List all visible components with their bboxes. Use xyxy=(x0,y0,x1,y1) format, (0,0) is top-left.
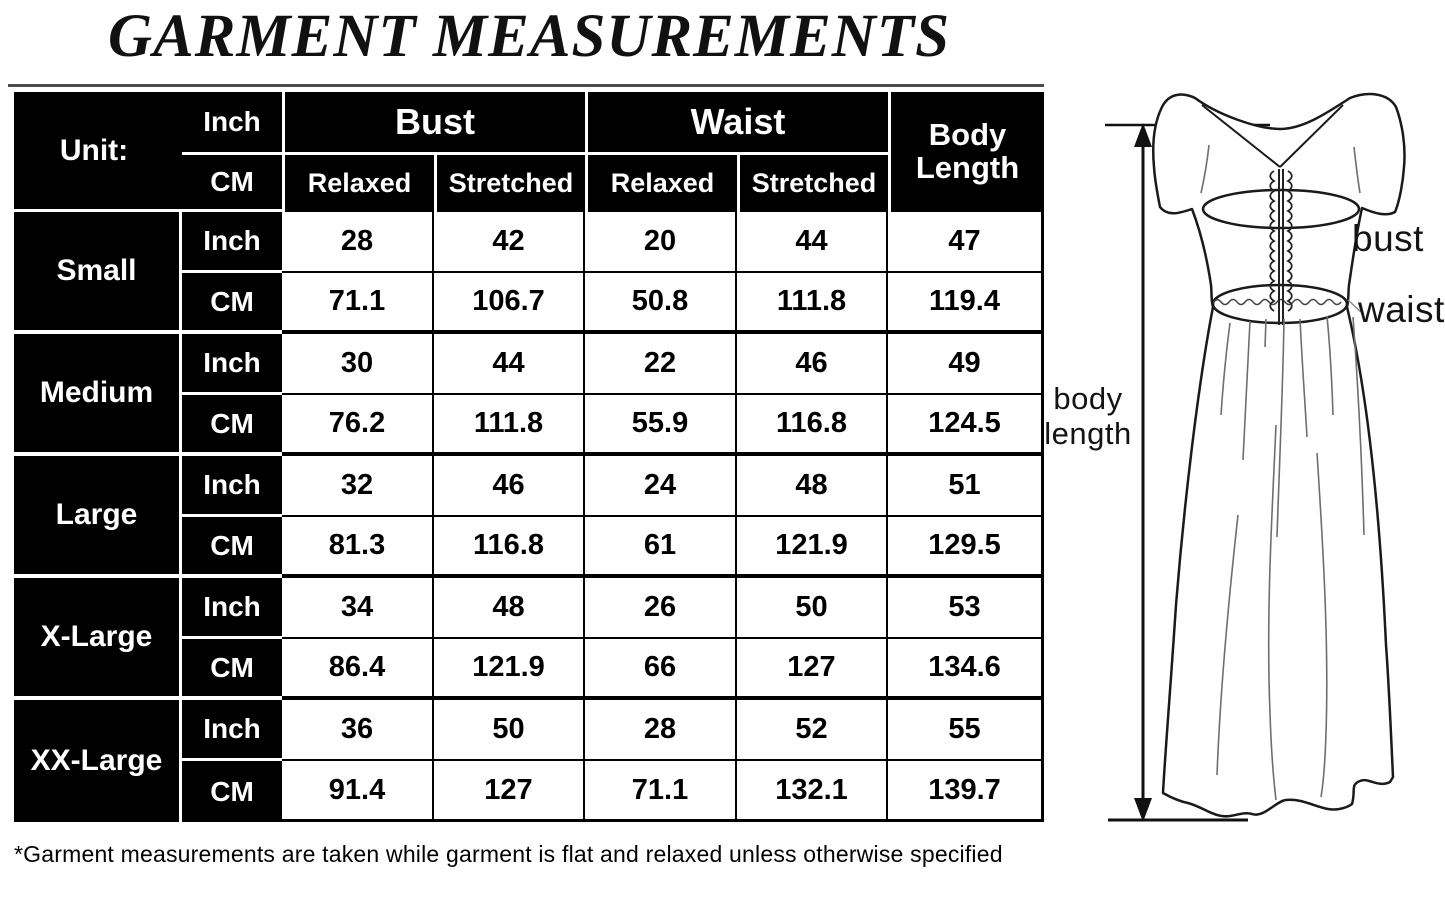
measurement-cell: 91.4 xyxy=(282,761,434,822)
measurement-cell: 132.1 xyxy=(737,761,888,822)
body-length-label: body length xyxy=(1044,381,1132,452)
measurement-cell: 52 xyxy=(737,700,888,761)
measurement-cell: 20 xyxy=(585,212,737,273)
size-label: Small xyxy=(14,212,182,334)
bust-group-header: Bust xyxy=(282,92,585,155)
measurement-cell: 127 xyxy=(737,639,888,700)
measurement-cell: 111.8 xyxy=(434,395,585,456)
unit-label: CM xyxy=(182,517,282,578)
measurement-cell: 50.8 xyxy=(585,273,737,334)
measurement-cell: 129.5 xyxy=(888,517,1044,578)
measurement-cell: 134.6 xyxy=(888,639,1044,700)
measurement-cell: 116.8 xyxy=(434,517,585,578)
unit-cm-header: CM xyxy=(182,155,282,212)
unit-label: CM xyxy=(182,639,282,700)
bust-relaxed-header: Relaxed xyxy=(282,155,434,212)
back-ruffle xyxy=(1269,169,1293,325)
measurement-cell: 55.9 xyxy=(585,395,737,456)
unit-label: Inch xyxy=(182,456,282,517)
measurement-cell: 50 xyxy=(434,700,585,761)
waist-group-header: Waist xyxy=(585,92,888,155)
measurement-cell: 32 xyxy=(282,456,434,517)
bust-ellipse xyxy=(1201,188,1361,230)
unit-header: Unit: xyxy=(14,92,182,212)
measurement-cell: 111.8 xyxy=(737,273,888,334)
unit-label: Inch xyxy=(182,334,282,395)
measurement-cell: 46 xyxy=(737,334,888,395)
dress-diagram xyxy=(1105,92,1406,822)
unit-label: CM xyxy=(182,273,282,334)
measurement-cell: 106.7 xyxy=(434,273,585,334)
measurement-cell: 119.4 xyxy=(888,273,1044,334)
measurement-cell: 121.9 xyxy=(737,517,888,578)
measurement-cell: 22 xyxy=(585,334,737,395)
measurement-cell: 71.1 xyxy=(585,761,737,822)
measurement-cell: 124.5 xyxy=(888,395,1044,456)
measurement-cell: 34 xyxy=(282,578,434,639)
measurement-cell: 36 xyxy=(282,700,434,761)
measurement-cell: 28 xyxy=(282,212,434,273)
measurement-cell: 71.1 xyxy=(282,273,434,334)
size-label: XX-Large xyxy=(14,700,182,822)
measurement-cell: 44 xyxy=(737,212,888,273)
waist-pointer-line xyxy=(1347,299,1362,313)
measurement-cell: 51 xyxy=(888,456,1044,517)
measurement-cell: 55 xyxy=(888,700,1044,761)
body-length-header: Body Length xyxy=(888,92,1044,212)
measurement-cell: 50 xyxy=(737,578,888,639)
measurement-cell: 66 xyxy=(585,639,737,700)
footnote: *Garment measurements are taken while ga… xyxy=(14,841,1003,867)
measurement-cell: 61 xyxy=(585,517,737,578)
measurement-cell: 42 xyxy=(434,212,585,273)
unit-inch-header: Inch xyxy=(182,92,282,155)
dress-figure xyxy=(1080,85,1445,850)
measurement-cell: 30 xyxy=(282,334,434,395)
unit-label: Inch xyxy=(182,700,282,761)
bust-label: bust xyxy=(1352,218,1424,259)
size-label: Large xyxy=(14,456,182,578)
size-chart-table: Unit: Inch Bust Waist Body Length CM Rel… xyxy=(14,92,1044,822)
measurement-cell: 24 xyxy=(585,456,737,517)
neckline-v xyxy=(1201,104,1344,168)
measurement-cell: 53 xyxy=(888,578,1044,639)
dress-outline xyxy=(1152,92,1406,818)
unit-label: Inch xyxy=(182,578,282,639)
bust-stretched-header: Stretched xyxy=(434,155,585,212)
measurement-cell: 46 xyxy=(434,456,585,517)
measurement-cell: 86.4 xyxy=(282,639,434,700)
waist-gather-line xyxy=(1212,298,1342,306)
measurement-cell: 28 xyxy=(585,700,737,761)
measurement-cell: 44 xyxy=(434,334,585,395)
unit-label: CM xyxy=(182,761,282,822)
measurement-cell: 139.7 xyxy=(888,761,1044,822)
waist-relaxed-header: Relaxed xyxy=(585,155,737,212)
waist-label: waist xyxy=(1358,289,1445,330)
unit-label: CM xyxy=(182,395,282,456)
measurement-cell: 48 xyxy=(737,456,888,517)
size-label: X-Large xyxy=(14,578,182,700)
measurement-cell: 76.2 xyxy=(282,395,434,456)
size-label: Medium xyxy=(14,334,182,456)
measurement-cell: 81.3 xyxy=(282,517,434,578)
measurement-cell: 116.8 xyxy=(737,395,888,456)
unit-label: Inch xyxy=(182,212,282,273)
waist-stretched-header: Stretched xyxy=(737,155,888,212)
title-divider xyxy=(8,84,1044,87)
measurement-cell: 47 xyxy=(888,212,1044,273)
measurement-cell: 26 xyxy=(585,578,737,639)
fold-lines xyxy=(1200,144,1365,801)
page-title: GARMENT MEASUREMENTS xyxy=(107,3,951,70)
measurement-cell: 127 xyxy=(434,761,585,822)
measurement-cell: 121.9 xyxy=(434,639,585,700)
measurement-cell: 48 xyxy=(434,578,585,639)
measurement-cell: 49 xyxy=(888,334,1044,395)
